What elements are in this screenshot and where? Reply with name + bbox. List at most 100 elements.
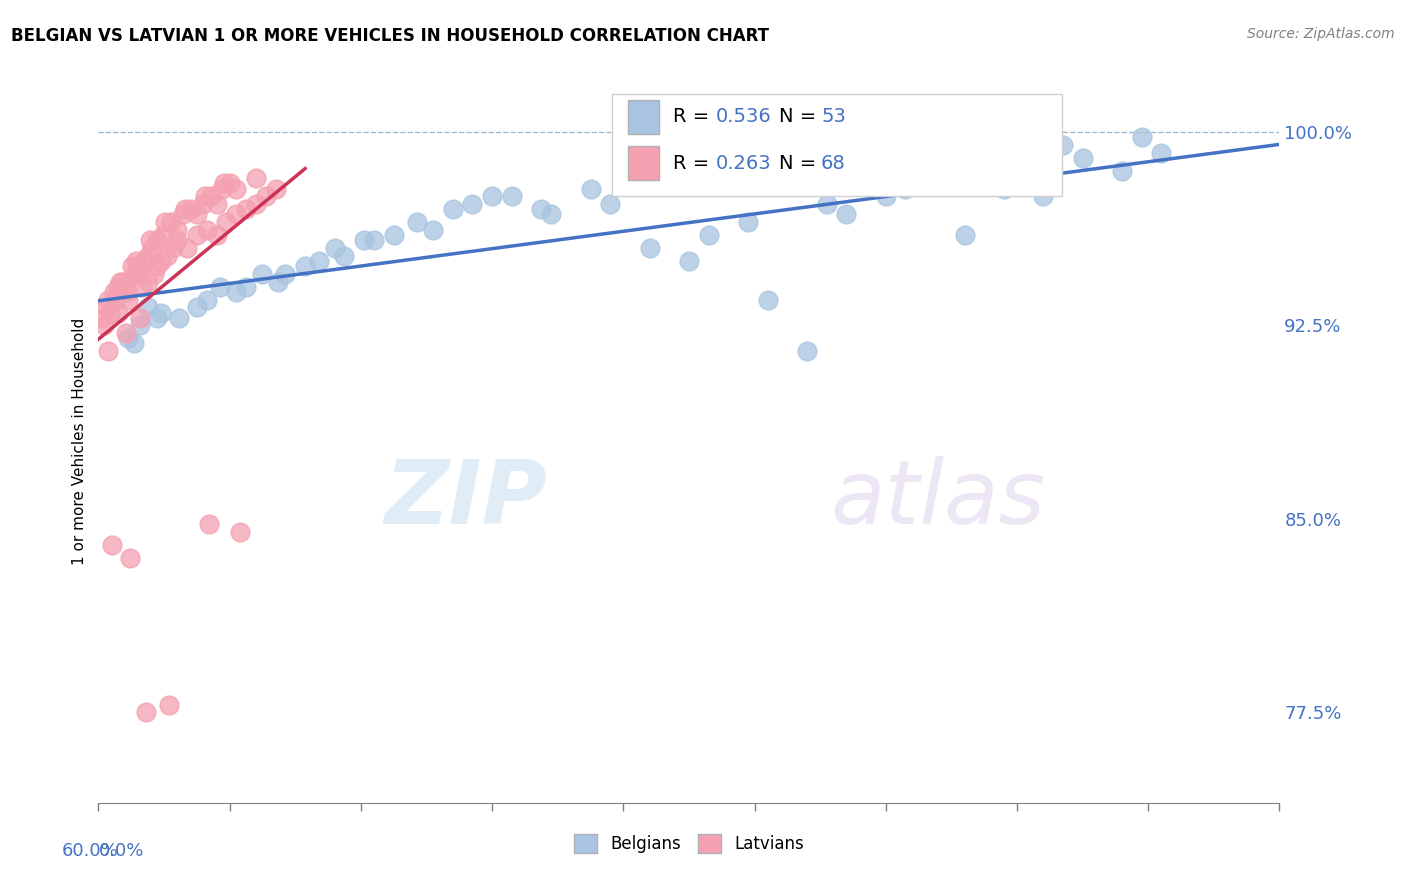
Point	[180, 202, 202, 217]
Point	[638, 241, 661, 255]
Point	[540, 207, 562, 221]
Point	[266, 275, 288, 289]
Point	[150, 254, 173, 268]
Point	[1111, 163, 1133, 178]
Point	[136, 249, 159, 263]
Text: R =: R =	[673, 107, 716, 127]
Text: BELGIAN VS LATVIAN 1 OR MORE VEHICLES IN HOUSEHOLD CORRELATION CHART: BELGIAN VS LATVIAN 1 OR MORE VEHICLES IN…	[11, 27, 769, 45]
Point	[1032, 189, 1054, 203]
Point	[461, 197, 484, 211]
Text: N =: N =	[779, 153, 823, 173]
Point	[219, 177, 242, 191]
Point	[973, 171, 995, 186]
Point	[117, 285, 139, 299]
Point	[105, 293, 128, 307]
Point	[835, 207, 858, 221]
Point	[245, 197, 267, 211]
Point	[894, 182, 917, 196]
Point	[136, 275, 159, 289]
Text: R =: R =	[673, 153, 716, 173]
Point	[132, 254, 155, 268]
Point	[146, 233, 169, 247]
Point	[441, 202, 464, 217]
Point	[194, 189, 217, 203]
Point	[146, 310, 169, 325]
Point	[195, 293, 218, 307]
Legend: Belgians, Latvians: Belgians, Latvians	[567, 827, 811, 860]
Point	[118, 550, 141, 565]
Point	[250, 267, 273, 281]
Point	[245, 171, 267, 186]
Point	[274, 267, 297, 281]
Point	[254, 189, 277, 203]
Point	[176, 241, 198, 255]
Point	[142, 267, 165, 281]
Point	[875, 189, 897, 203]
Point	[697, 228, 720, 243]
Point	[215, 215, 238, 229]
Point	[599, 197, 621, 211]
Point	[122, 267, 145, 281]
Point	[211, 182, 233, 196]
Point	[205, 197, 228, 211]
Y-axis label: 1 or more Vehicles in Household: 1 or more Vehicles in Household	[72, 318, 87, 566]
Point	[796, 344, 818, 359]
Point	[107, 279, 129, 293]
Text: 60.0%: 60.0%	[62, 842, 118, 860]
Point	[138, 233, 160, 247]
Point	[229, 524, 252, 539]
Point	[111, 275, 134, 289]
Point	[160, 215, 183, 229]
Point	[155, 215, 177, 229]
Point	[128, 318, 150, 333]
Point	[209, 279, 232, 293]
Point	[186, 228, 208, 243]
Point	[200, 189, 222, 203]
Point	[103, 285, 125, 299]
Point	[167, 310, 190, 325]
Point	[108, 275, 131, 289]
Point	[815, 197, 838, 211]
Point	[156, 249, 179, 263]
Point	[136, 301, 159, 315]
Point	[135, 706, 157, 720]
Point	[127, 259, 149, 273]
Point	[97, 293, 120, 307]
Point	[363, 233, 385, 247]
Point	[205, 228, 228, 243]
Point	[235, 279, 257, 293]
Point	[162, 241, 184, 255]
Point	[174, 202, 197, 217]
Point	[323, 241, 346, 255]
Point	[225, 207, 247, 221]
Point	[172, 207, 194, 221]
Point	[481, 189, 503, 203]
Point	[214, 177, 236, 191]
Point	[382, 228, 405, 243]
Text: 0.0%: 0.0%	[98, 842, 143, 860]
Point	[756, 293, 779, 307]
Point	[152, 228, 174, 243]
Point	[91, 310, 114, 325]
Point	[737, 215, 759, 229]
Point	[127, 267, 149, 281]
Point	[166, 223, 188, 237]
Point	[953, 228, 976, 243]
Point	[93, 318, 115, 333]
Text: 53: 53	[821, 107, 846, 127]
Point	[101, 538, 124, 552]
Point	[107, 305, 129, 319]
Point	[146, 259, 169, 273]
Point	[225, 285, 247, 299]
Point	[197, 517, 219, 532]
Point	[157, 698, 180, 712]
Point	[422, 223, 444, 237]
Point	[235, 202, 257, 217]
Point	[141, 241, 163, 255]
Point	[579, 182, 602, 196]
Point	[501, 189, 523, 203]
Point	[308, 254, 330, 268]
Text: Source: ZipAtlas.com: Source: ZipAtlas.com	[1247, 27, 1395, 41]
Point	[1150, 145, 1173, 160]
Point	[97, 344, 120, 359]
